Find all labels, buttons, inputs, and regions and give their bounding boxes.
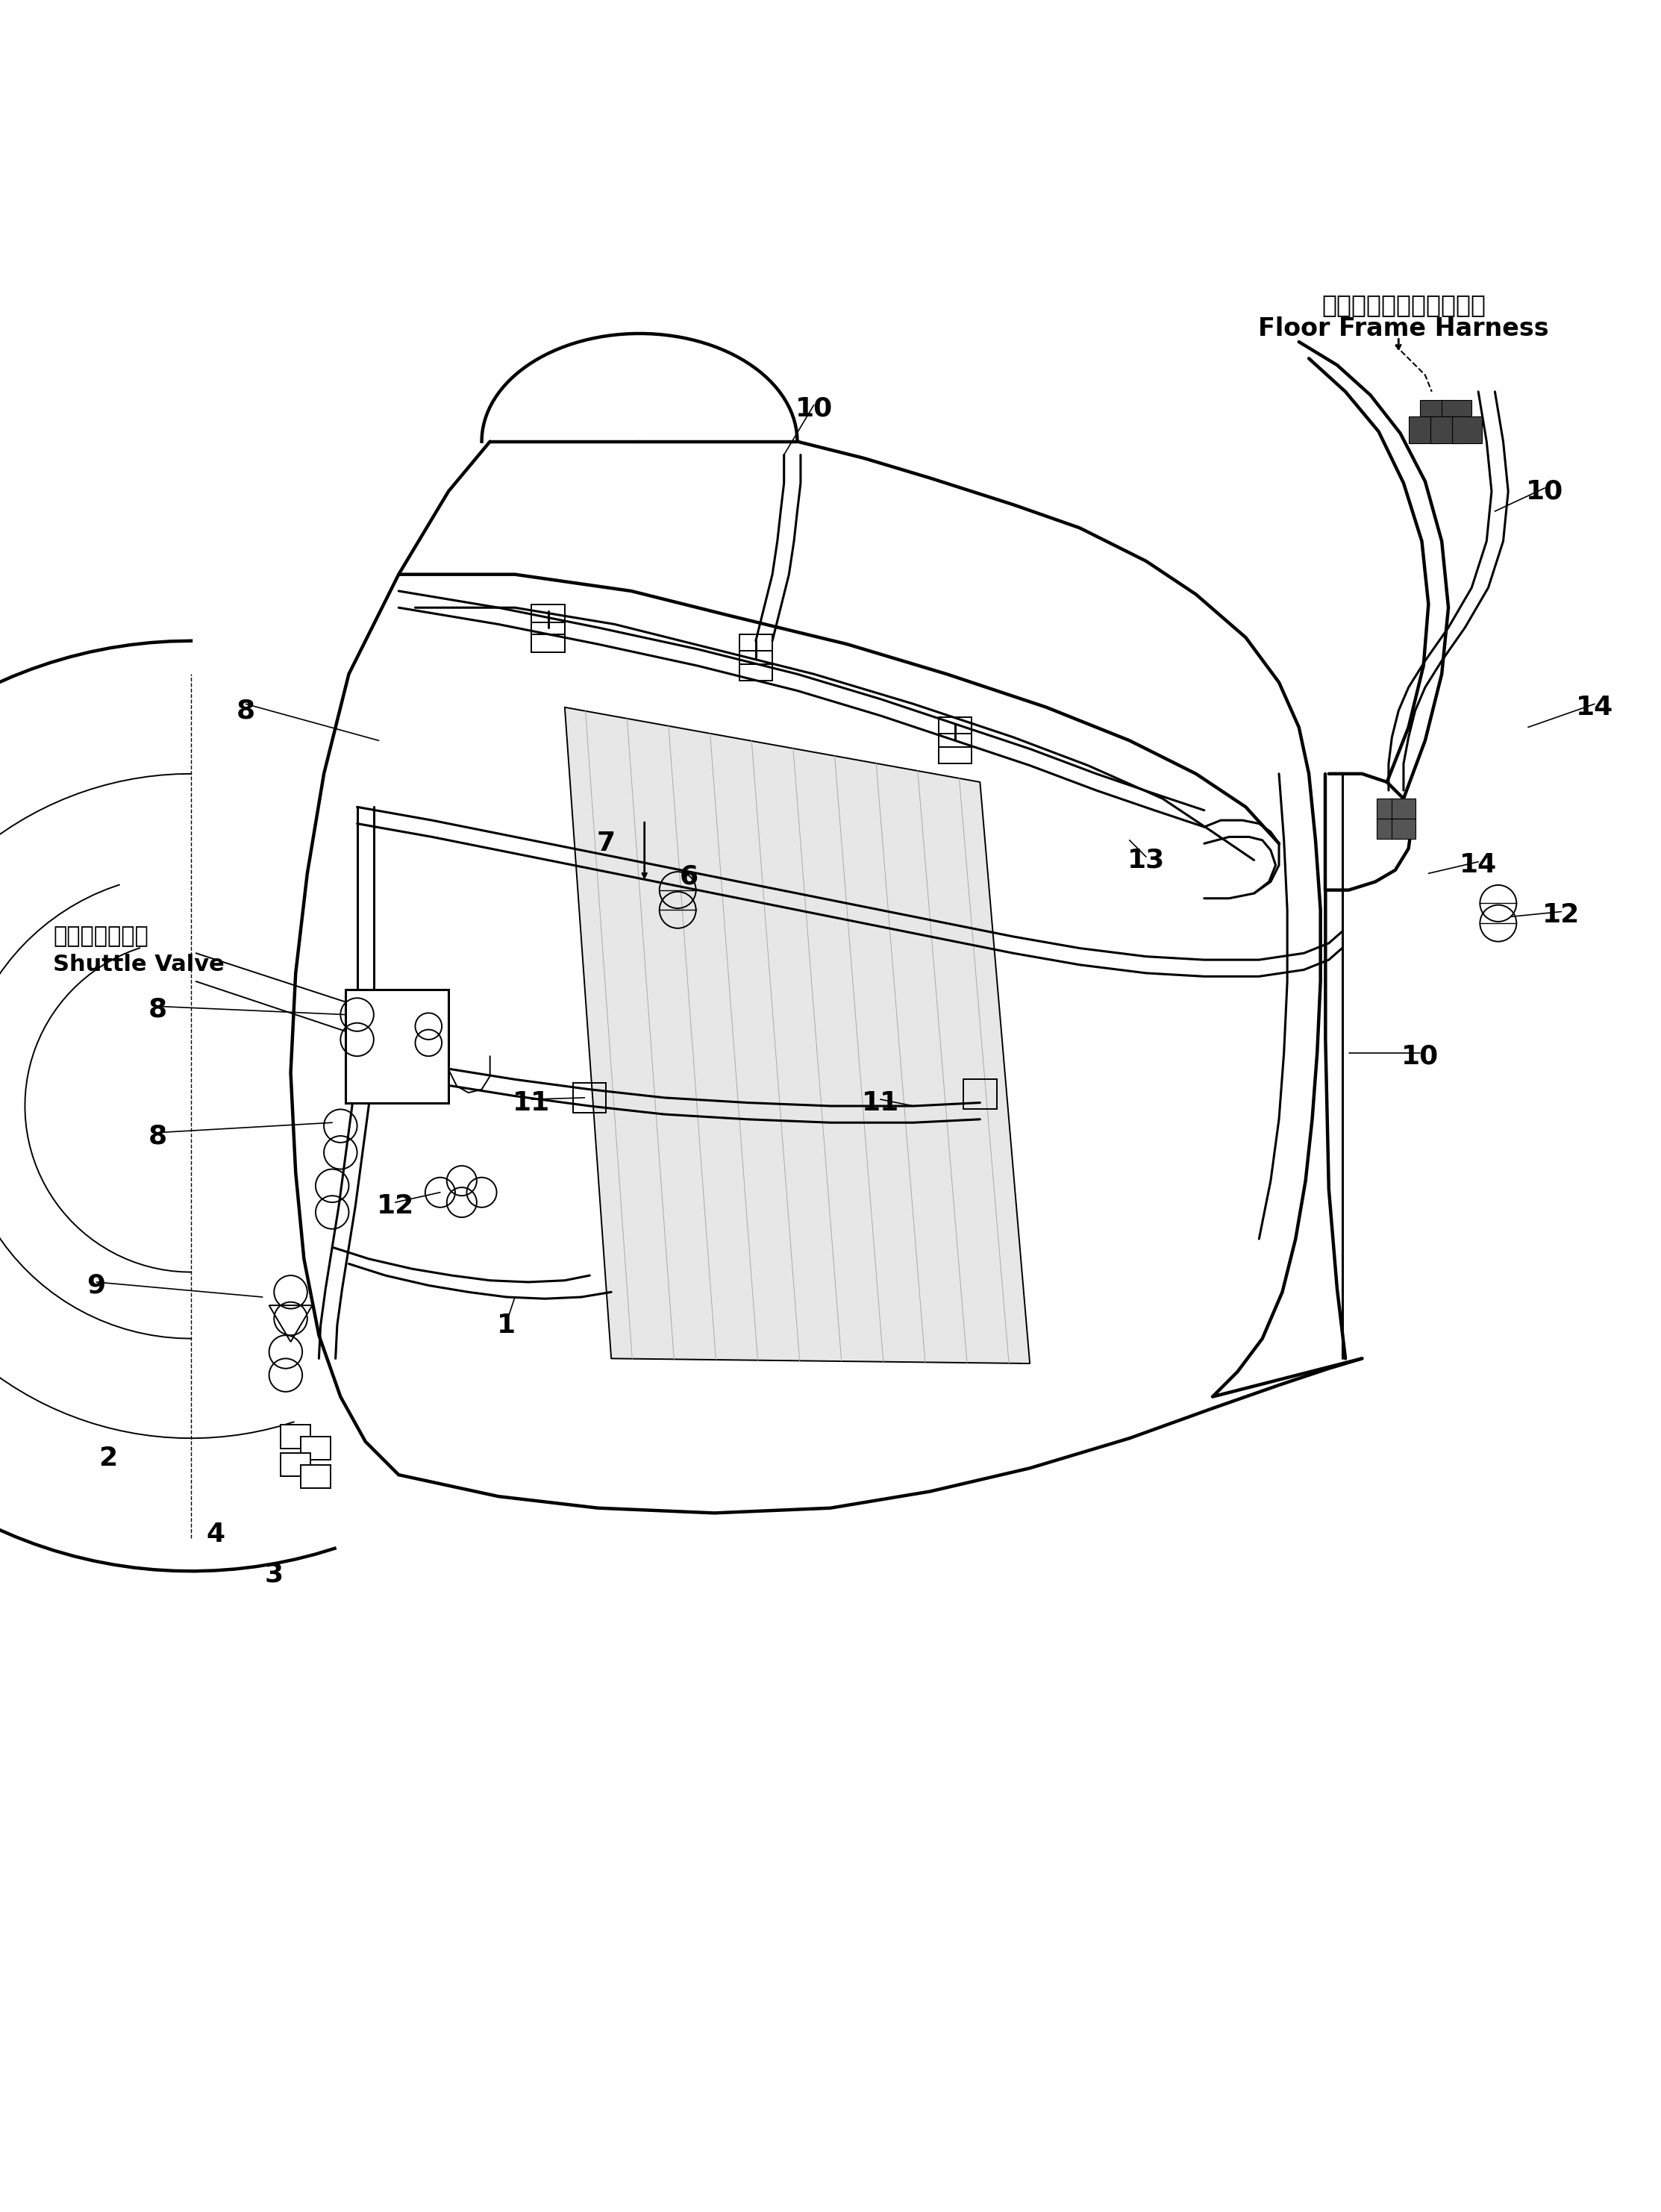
Bar (532, 604, 565, 635)
Text: Shuttle Valve: Shuttle Valve (53, 953, 224, 975)
Bar (1392, 818, 1415, 838)
Text: 14: 14 (1460, 852, 1497, 878)
Text: 10: 10 (1402, 1044, 1438, 1068)
Text: 2: 2 (98, 1444, 118, 1471)
Text: フロアフレームハーネス: フロアフレームハーネス (1322, 292, 1485, 319)
Bar (938, 734, 972, 763)
Text: シャトルバルブ: シャトルバルブ (53, 927, 148, 947)
Bar (963, 1079, 997, 1110)
Text: 11: 11 (513, 1091, 550, 1115)
Text: 12: 12 (1543, 902, 1580, 927)
Bar (739, 635, 772, 664)
Bar (1409, 416, 1438, 442)
Bar (573, 1082, 606, 1113)
Text: 1: 1 (497, 1312, 517, 1338)
Bar (281, 1453, 311, 1475)
Bar (739, 650, 772, 681)
Text: 10: 10 (796, 396, 832, 420)
Text: 6: 6 (679, 865, 699, 889)
Text: 8: 8 (148, 1124, 168, 1148)
Bar (1377, 818, 1400, 838)
Bar (1420, 400, 1450, 427)
Bar (532, 622, 565, 653)
Text: 11: 11 (862, 1091, 899, 1115)
Text: 13: 13 (1128, 847, 1164, 874)
Polygon shape (345, 989, 448, 1102)
Bar (301, 1436, 331, 1460)
Text: 7: 7 (596, 832, 616, 856)
Text: 12: 12 (377, 1192, 414, 1219)
Bar (281, 1425, 311, 1449)
Text: 4: 4 (206, 1522, 226, 1546)
Bar (301, 1464, 331, 1489)
Polygon shape (565, 708, 1030, 1363)
Text: 3: 3 (264, 1562, 284, 1588)
Bar (1430, 416, 1460, 442)
Text: 9: 9 (86, 1272, 106, 1298)
Text: 5: 5 (402, 1031, 422, 1055)
Text: Floor Frame Harness: Floor Frame Harness (1257, 316, 1550, 341)
Bar (1452, 416, 1482, 442)
Text: 10: 10 (1526, 478, 1563, 504)
Text: 14: 14 (1576, 695, 1613, 719)
Bar (1442, 400, 1472, 427)
Bar (1392, 799, 1415, 818)
Text: 8: 8 (148, 998, 168, 1022)
Text: 8: 8 (236, 699, 256, 723)
Bar (938, 717, 972, 748)
Bar (1377, 799, 1400, 818)
